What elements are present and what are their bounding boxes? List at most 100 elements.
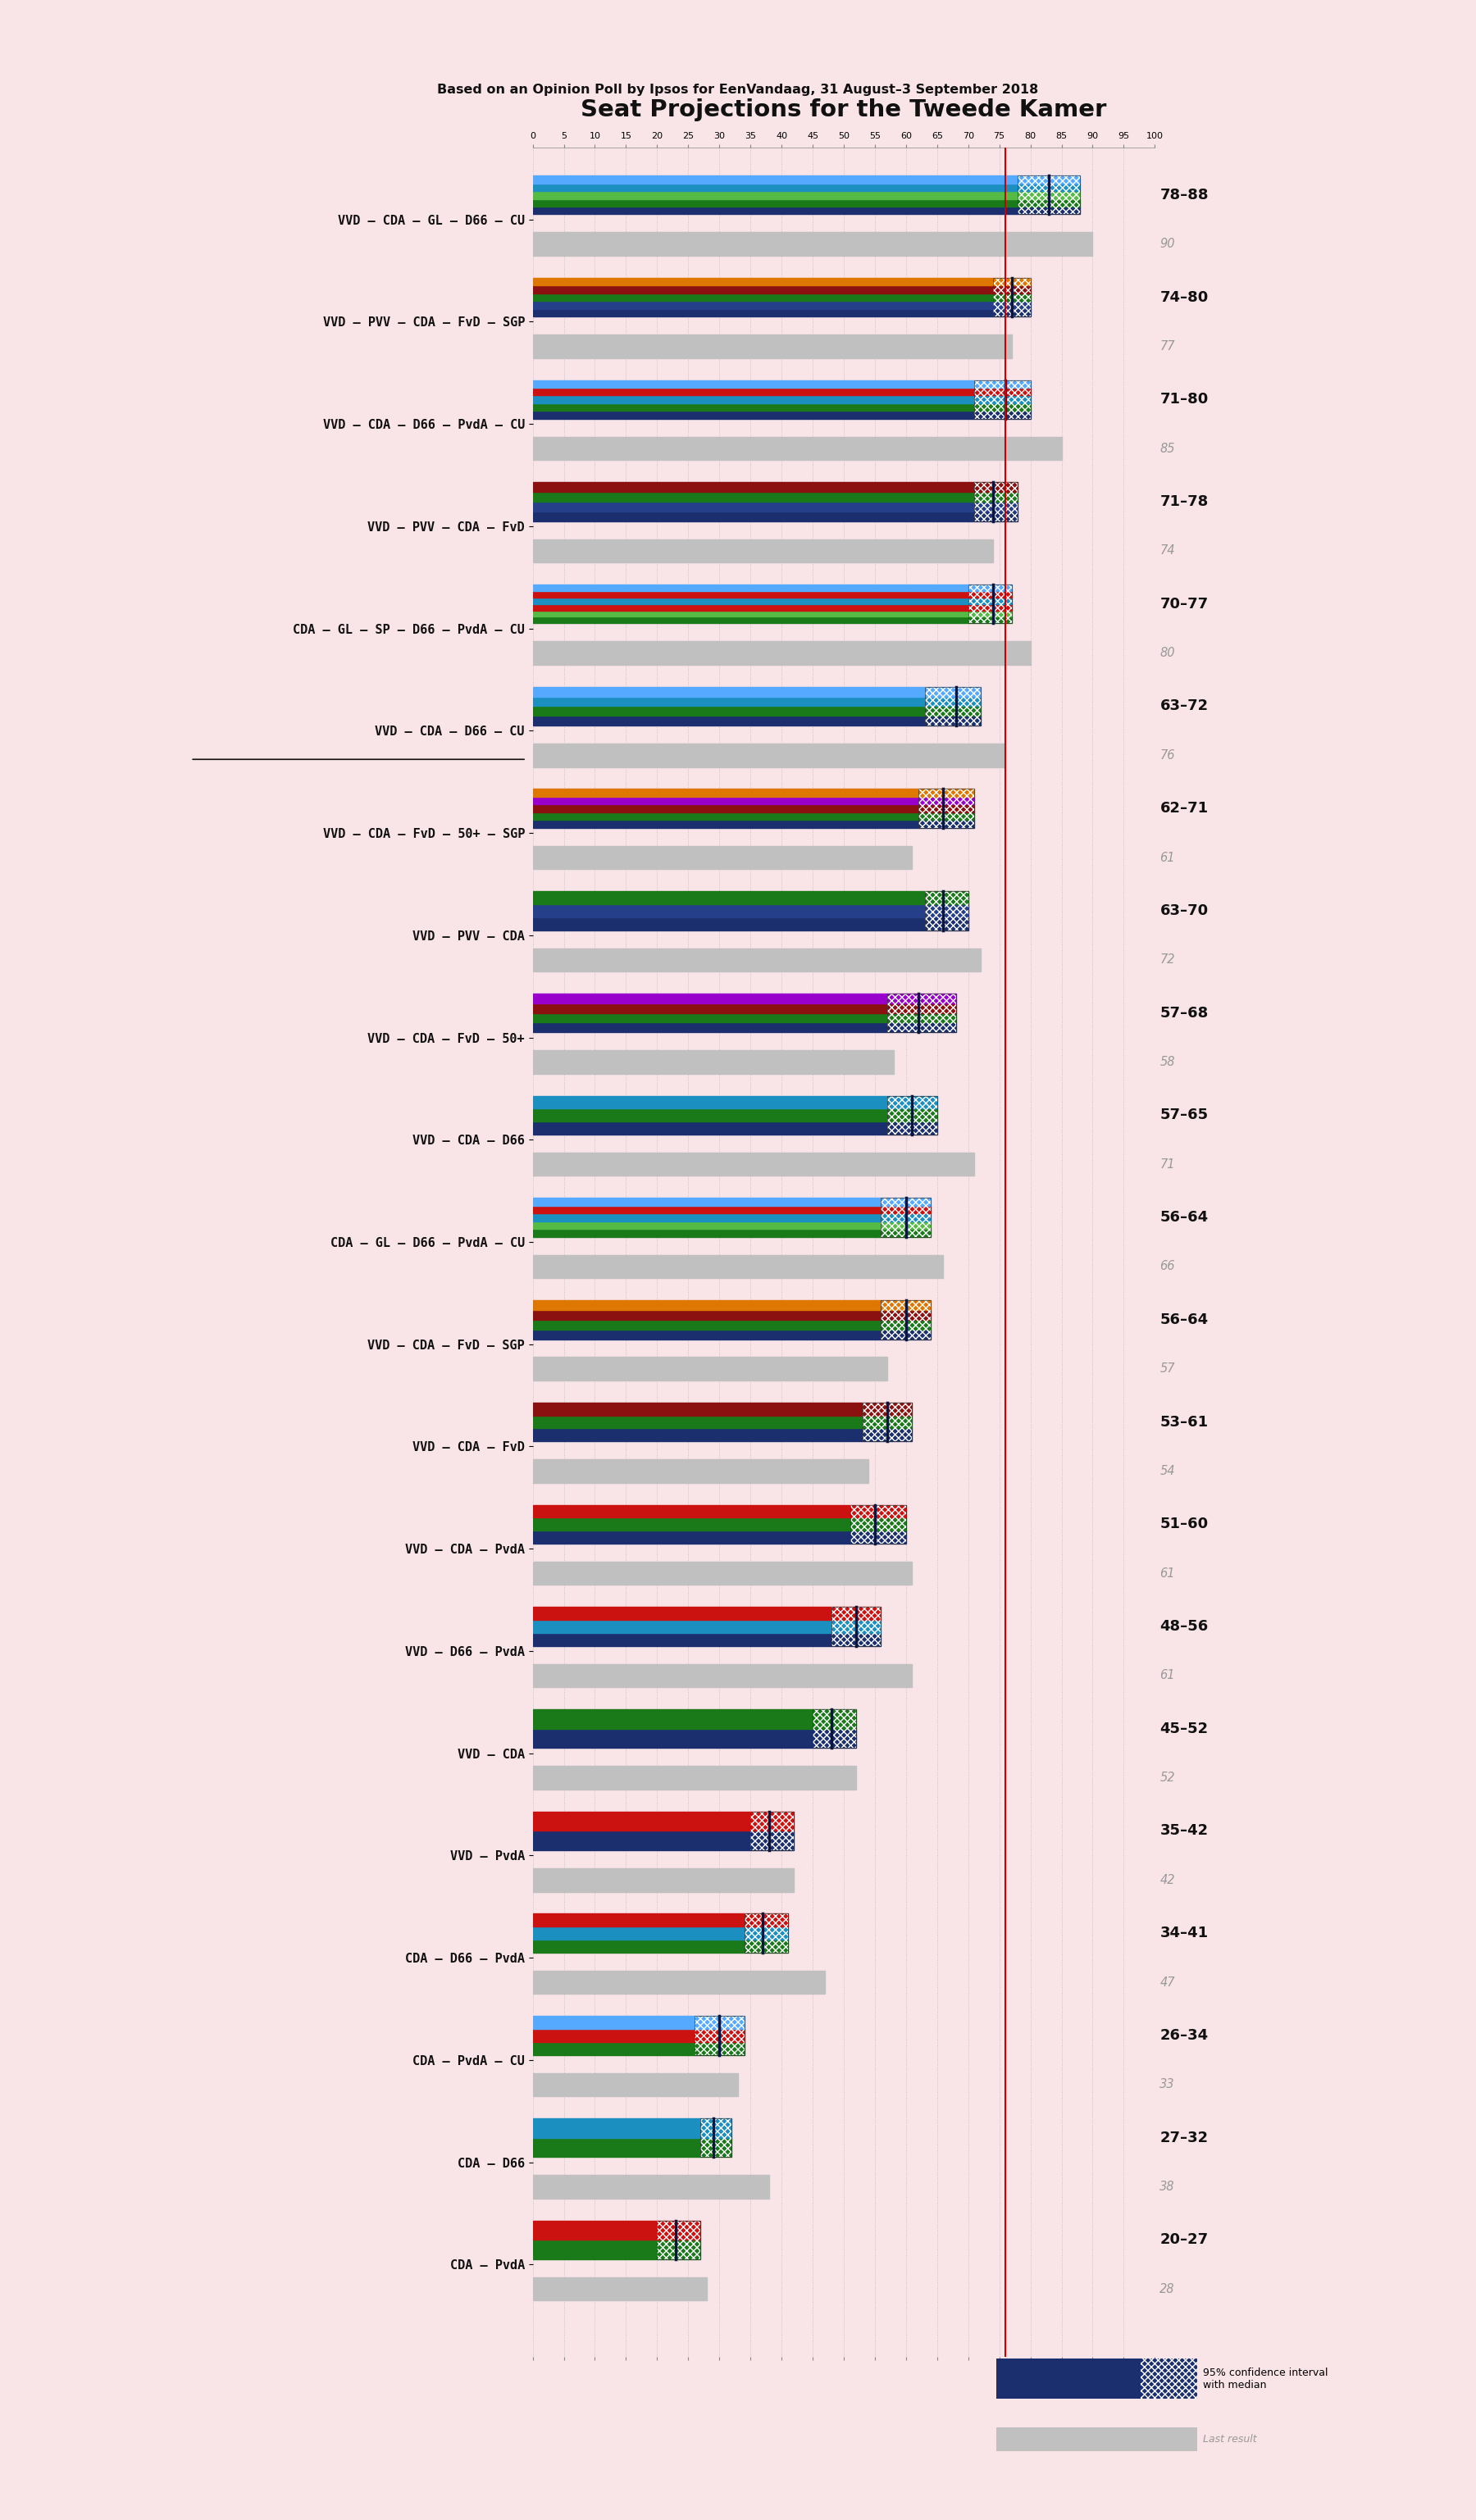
Bar [862, 1404, 912, 1441]
Text: 71: 71 [1160, 1159, 1175, 1169]
Bar [924, 688, 980, 726]
Bar [533, 481, 1018, 491]
Bar [657, 2220, 701, 2260]
Bar [533, 610, 1011, 617]
Bar [533, 2278, 707, 2301]
Bar [831, 1608, 881, 1646]
Bar [918, 789, 974, 829]
Text: 58: 58 [1160, 1056, 1175, 1068]
Text: 35–42: 35–42 [1160, 1824, 1209, 1837]
Bar [533, 1620, 881, 1633]
Text: 95% confidence interval
with median: 95% confidence interval with median [1203, 2366, 1328, 2391]
Bar [881, 1197, 931, 1237]
Text: 51–60: 51–60 [1160, 1517, 1209, 1532]
Bar [533, 597, 1011, 605]
Bar [701, 2119, 732, 2157]
Bar [1018, 176, 1080, 214]
Bar [533, 643, 1030, 665]
Bar [533, 605, 1011, 610]
Bar [533, 1663, 912, 1688]
Bar [533, 501, 1018, 512]
Bar [533, 1197, 931, 1205]
Bar [533, 1255, 943, 1278]
Bar [533, 789, 974, 796]
Bar [533, 1504, 906, 1517]
Bar [1018, 176, 1080, 214]
Bar [533, 847, 912, 869]
Text: 26–34: 26–34 [1160, 2029, 1209, 2044]
Bar [533, 232, 1092, 255]
Bar [701, 2119, 732, 2157]
Bar [533, 1940, 788, 1953]
Bar [533, 1608, 881, 1620]
Text: 56–64: 56–64 [1160, 1313, 1209, 1328]
Text: 52: 52 [1160, 1772, 1175, 1784]
Text: 27–32: 27–32 [1160, 2129, 1209, 2145]
Bar [813, 1709, 856, 1749]
Text: 28: 28 [1160, 2283, 1175, 2296]
Bar [533, 1121, 937, 1134]
Text: 45–52: 45–52 [1160, 1721, 1209, 1736]
Bar [533, 1729, 856, 1749]
Bar [533, 1152, 974, 1177]
Bar [533, 2137, 732, 2157]
Text: 57–65: 57–65 [1160, 1109, 1209, 1121]
Bar [744, 1913, 788, 1953]
Text: 42: 42 [1160, 1875, 1175, 1885]
Text: 71–78: 71–78 [1160, 494, 1209, 509]
Bar [533, 285, 1030, 292]
Bar [974, 381, 1030, 418]
Bar [750, 1812, 794, 1850]
Bar [533, 905, 968, 917]
Bar [533, 1767, 856, 1789]
Bar [533, 2016, 744, 2029]
Bar [694, 2016, 744, 2054]
Bar [533, 1530, 906, 1545]
Bar [533, 512, 1018, 522]
Bar [533, 1222, 931, 1230]
Text: 66: 66 [1160, 1260, 1175, 1273]
Bar [993, 277, 1030, 318]
Bar [831, 1608, 881, 1646]
Bar [694, 2016, 744, 2054]
Bar [887, 993, 956, 1033]
Bar [533, 300, 1030, 310]
Bar [533, 1300, 931, 1310]
Text: Last result: Last result [1203, 2434, 1258, 2444]
Bar [533, 1310, 931, 1320]
Bar [993, 277, 1030, 318]
Text: 70–77: 70–77 [1160, 597, 1209, 612]
Bar [533, 1051, 893, 1074]
Bar [533, 1096, 937, 1109]
Bar [533, 1971, 825, 1993]
Text: 33: 33 [1160, 2079, 1175, 2092]
Text: 71–80: 71–80 [1160, 393, 1209, 406]
Bar [533, 1459, 869, 1482]
Bar [881, 1300, 931, 1338]
Bar [887, 1096, 937, 1134]
Bar [533, 688, 980, 696]
Text: 54: 54 [1160, 1464, 1175, 1477]
Bar [533, 796, 974, 804]
Text: 48–56: 48–56 [1160, 1618, 1209, 1633]
Bar [862, 1404, 912, 1441]
Bar [924, 688, 980, 726]
Bar [533, 917, 968, 930]
Bar [533, 706, 980, 716]
Bar [533, 2175, 769, 2197]
Bar [881, 1300, 931, 1338]
Bar [533, 388, 1030, 396]
Bar [533, 743, 1005, 766]
Text: 20–27: 20–27 [1160, 2233, 1209, 2248]
Bar [533, 1812, 794, 1832]
Text: 53–61: 53–61 [1160, 1414, 1209, 1429]
Bar [533, 2220, 701, 2240]
Bar [850, 1504, 906, 1545]
Bar [533, 1215, 931, 1222]
Text: 76: 76 [1160, 748, 1175, 761]
Bar [533, 819, 974, 829]
Bar [533, 696, 980, 706]
Bar [533, 811, 974, 819]
Bar [750, 1812, 794, 1850]
Bar [533, 1832, 794, 1850]
